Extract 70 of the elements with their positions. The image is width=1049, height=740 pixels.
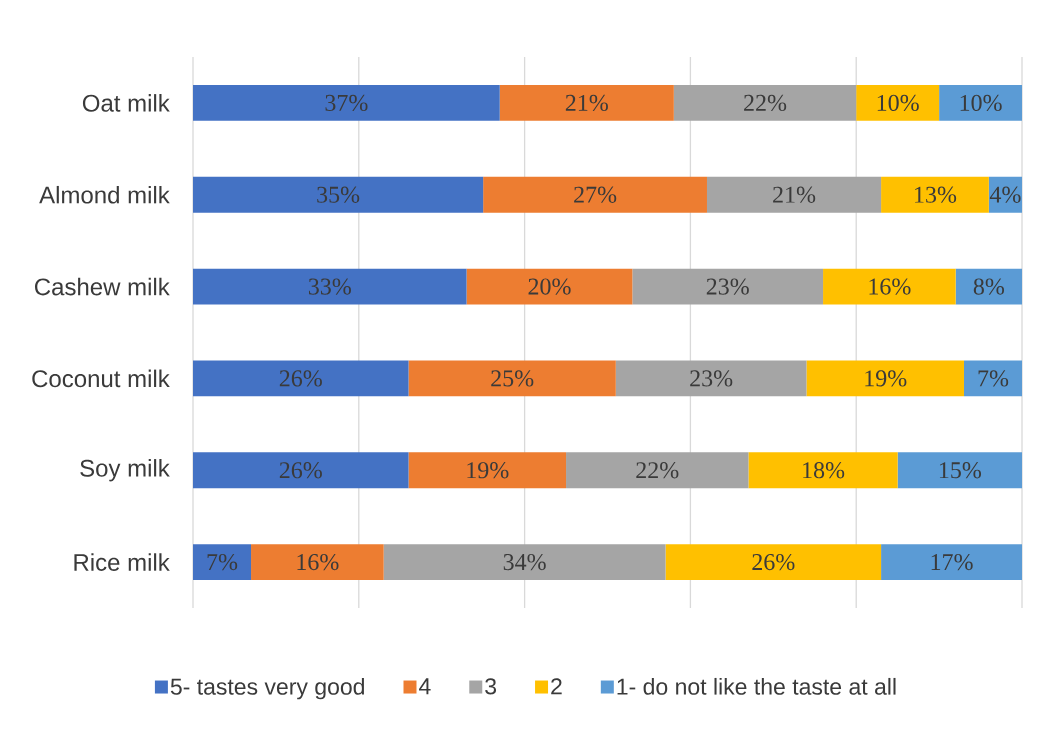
data-label: 8% — [973, 278, 1005, 295]
bar — [881, 176, 989, 213]
bar — [193, 268, 467, 305]
data-label: 16% — [297, 553, 339, 571]
legend-label: 3 — [485, 678, 497, 695]
bar — [881, 544, 1023, 580]
data-label: 13% — [915, 186, 957, 203]
bar — [408, 452, 567, 489]
bar — [193, 176, 484, 213]
y-tick-label: Oat milk — [82, 94, 170, 112]
data-label: 10% — [960, 94, 1002, 112]
data-label: 20% — [528, 278, 571, 295]
bar — [823, 268, 956, 305]
data-label: 22% — [636, 462, 679, 479]
y-tick-label: Cashew milk — [34, 277, 170, 296]
data-label: 26% — [752, 553, 795, 571]
data-label: 15% — [939, 462, 982, 479]
data-label: 22% — [744, 94, 787, 112]
data-label: 23% — [706, 278, 749, 295]
y-tick-label: Rice milk — [74, 553, 170, 571]
bar — [632, 268, 824, 305]
bar — [566, 452, 749, 489]
y-tick-label: Coconut milk — [32, 369, 170, 388]
data-label: 18% — [803, 462, 845, 479]
bar — [963, 360, 1023, 397]
data-label: 4% — [989, 186, 1021, 203]
bar — [466, 268, 633, 305]
data-label: 21% — [565, 94, 608, 112]
bar — [897, 452, 1023, 489]
bar — [856, 85, 940, 121]
bar — [806, 360, 964, 397]
data-label: 34% — [503, 553, 546, 571]
bar — [499, 85, 674, 121]
bar — [251, 544, 384, 580]
bar — [748, 452, 898, 489]
legend-label: 1- do not like the taste at all — [617, 677, 896, 695]
data-label: 10% — [877, 94, 919, 112]
data-label: 35% — [317, 186, 360, 203]
bar — [706, 176, 882, 213]
data-label: 17% — [931, 553, 973, 571]
bar — [193, 85, 500, 121]
bar — [383, 544, 666, 580]
data-label: 7% — [978, 370, 1009, 387]
bar — [193, 360, 409, 397]
data-label: 25% — [491, 370, 534, 387]
data-label: 16% — [869, 278, 911, 295]
data-label: 7% — [207, 553, 238, 571]
y-tick-label: Soy milk — [80, 459, 170, 482]
data-label: 19% — [865, 370, 907, 387]
data-label: 19% — [467, 462, 509, 479]
bar — [615, 360, 807, 397]
bar — [193, 544, 252, 580]
data-label: 26% — [279, 370, 322, 387]
bar — [193, 452, 409, 489]
data-label: 26% — [279, 462, 322, 479]
data-label: 33% — [308, 278, 351, 295]
data-label: 23% — [690, 370, 733, 387]
data-label: 27% — [574, 186, 617, 203]
bar — [483, 176, 707, 213]
bar — [673, 85, 857, 121]
bar — [955, 268, 1023, 305]
bar — [408, 360, 616, 397]
legend-label: 2 — [551, 678, 562, 695]
bar — [939, 85, 1023, 121]
bar — [665, 544, 882, 580]
data-label: 37% — [325, 94, 368, 112]
legend-label: 5- tastes very good — [170, 677, 364, 700]
y-tick-label: Almond milk — [39, 185, 170, 204]
legend-label: 4 — [419, 678, 431, 695]
data-label: 21% — [773, 186, 816, 203]
